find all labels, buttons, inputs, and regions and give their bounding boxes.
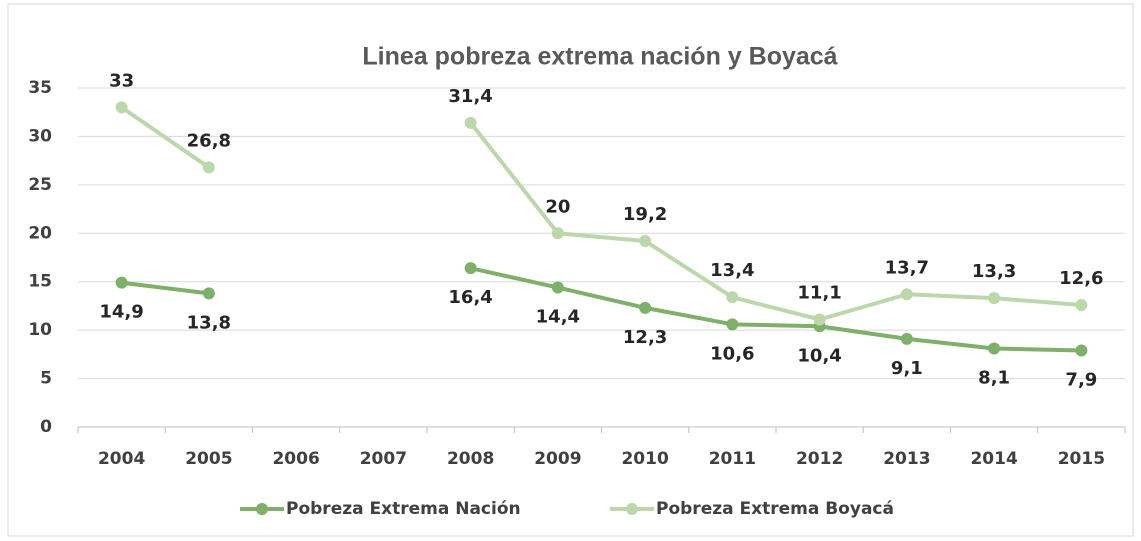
data-label: 14,4 — [536, 307, 580, 328]
y-tick-label: 10 — [28, 320, 52, 340]
point — [202, 287, 215, 300]
data-label: 8,1 — [978, 368, 1010, 389]
y-tick-label: 5 — [40, 369, 52, 389]
x-tick-label: 2010 — [621, 449, 668, 469]
y-tick-label: 35 — [28, 78, 52, 98]
data-label: 26,8 — [187, 130, 231, 151]
data-label: 12,3 — [623, 327, 667, 348]
legend-marker — [256, 503, 268, 515]
data-label: 20 — [545, 196, 570, 217]
y-tick-label: 20 — [28, 223, 52, 243]
point — [988, 342, 1001, 355]
point — [988, 292, 1001, 305]
point — [464, 262, 477, 275]
data-label: 31,4 — [448, 86, 492, 107]
data-label: 9,1 — [891, 358, 923, 379]
x-tick-label: 2014 — [970, 449, 1017, 469]
legend-label: Pobreza Extrema Nación — [286, 499, 521, 519]
x-tick-label: 2012 — [796, 449, 843, 469]
point — [1075, 298, 1088, 311]
y-tick-label: 25 — [28, 175, 52, 195]
series-line — [121, 266, 1082, 353]
data-label: 7,9 — [1065, 369, 1097, 390]
point — [464, 116, 477, 129]
x-tick-label: 2006 — [272, 449, 319, 469]
chart-title: Linea pobreza extrema nación y Boyacá — [362, 43, 837, 71]
point — [900, 332, 913, 345]
data-label: 14,9 — [99, 302, 143, 323]
x-tick-label: 2005 — [185, 449, 232, 469]
chart-border — [7, 3, 1134, 537]
point — [551, 281, 564, 294]
point — [639, 301, 652, 314]
data-label: 11,1 — [797, 282, 841, 303]
data-label: 10,6 — [710, 343, 754, 364]
data-label: 13,7 — [885, 257, 929, 278]
data-label: 12,6 — [1059, 268, 1103, 289]
x-tick-label: 2015 — [1058, 449, 1105, 469]
series-line — [120, 105, 1082, 322]
data-label: 13,4 — [710, 260, 754, 281]
point — [813, 313, 826, 326]
x-tick-label: 2007 — [360, 449, 407, 469]
point — [202, 161, 215, 174]
y-tick-label: 15 — [28, 272, 52, 292]
x-tick-label: 2008 — [447, 449, 494, 469]
y-tick-label: 0 — [40, 417, 52, 437]
x-tick-label: 2004 — [98, 449, 145, 469]
legend-label: Pobreza Extrema Boyacá — [656, 499, 894, 519]
point — [900, 288, 913, 301]
x-tick-label: 2011 — [709, 449, 756, 469]
data-label: 16,4 — [448, 287, 492, 308]
point — [1075, 344, 1088, 357]
data-label: 19,2 — [623, 204, 667, 225]
data-label: 13,8 — [187, 312, 231, 333]
y-tick-label: 30 — [28, 126, 52, 146]
point — [115, 101, 128, 114]
point — [726, 318, 739, 331]
point — [639, 235, 652, 248]
x-tick-label: 2009 — [534, 449, 581, 469]
point — [115, 276, 128, 289]
x-tick-label: 2013 — [883, 449, 930, 469]
legend-marker — [626, 503, 638, 515]
data-label: 10,4 — [797, 345, 841, 366]
data-label: 13,3 — [972, 261, 1016, 282]
point — [726, 291, 739, 304]
data-label: 33 — [109, 70, 134, 91]
point — [551, 227, 564, 240]
